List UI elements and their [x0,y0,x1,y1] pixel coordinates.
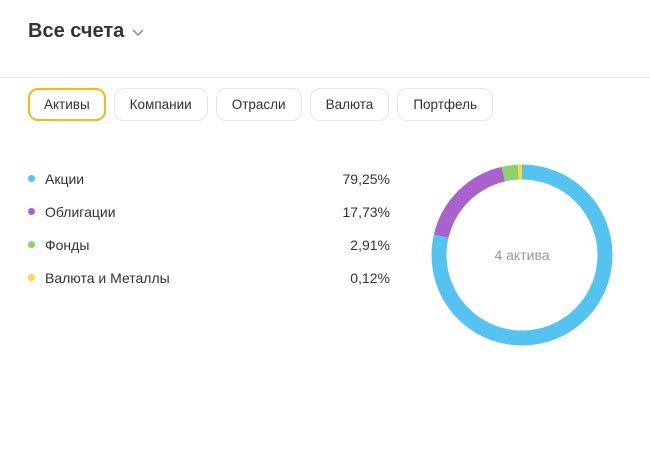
legend-label: Валюта и Металлы [45,269,170,286]
legend-item-stocks: Акции 79,25% [28,162,390,195]
legend-value: 0,12% [350,269,390,286]
legend-label: Акции [45,170,85,187]
tab-portfolio[interactable]: Портфель [397,88,494,121]
tab-assets[interactable]: Активы [28,88,106,121]
account-selector-dropdown[interactable]: Все счета [28,20,144,43]
tab-currency[interactable]: Валюта [309,88,390,121]
page-title: Все счета [28,20,125,42]
chart-legend: Акции 79,25% Облигации 17,73% Фонды 2,91… [28,162,390,294]
legend-dot-icon [28,175,35,182]
tab-sectors[interactable]: Отрасли [215,88,302,121]
legend-value: 2,91% [350,236,390,253]
tab-companies[interactable]: Компании [113,88,208,121]
donut-segment-3 [431,164,613,346]
legend-item-funds: Фонды 2,91% [28,228,390,261]
legend-dot-icon [28,208,35,215]
donut-chart: 4 актива [430,163,614,347]
header-divider [0,77,650,78]
legend-label: Фонды [45,236,90,253]
legend-item-currency-metals: Валюта и Металлы 0,12% [28,261,390,294]
legend-dot-icon [28,241,35,248]
donut-chart-svg [431,164,613,346]
legend-value: 17,73% [342,203,390,220]
chevron-down-icon [132,29,144,37]
view-tabs: Активы Компании Отрасли Валюта Портфель [28,88,494,121]
legend-item-bonds: Облигации 17,73% [28,195,390,228]
legend-value: 79,25% [342,170,390,187]
legend-dot-icon [28,274,35,281]
legend-label: Облигации [45,203,116,220]
